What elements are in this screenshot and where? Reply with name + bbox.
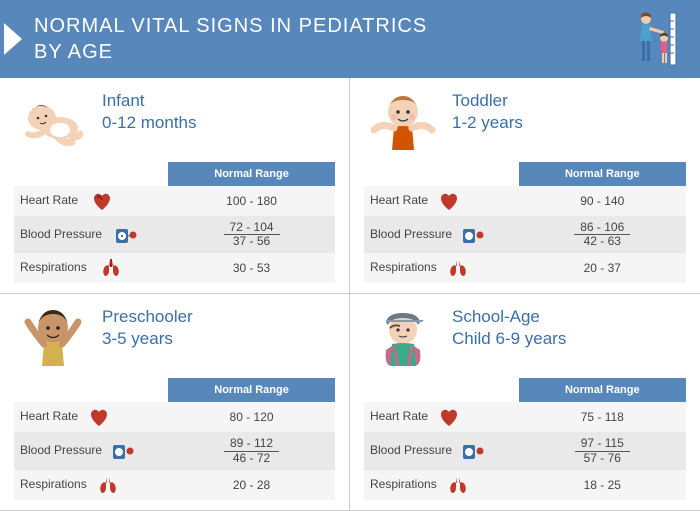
- range-header: Normal Range: [168, 162, 335, 186]
- title-l2: 3-5 years: [102, 329, 173, 348]
- panel-title: School-Age Child 6-9 years: [452, 306, 566, 350]
- hr-label: Heart Rate: [20, 193, 78, 207]
- vitals-table: Normal Range Heart Rate90 - 140 Blood Pr…: [364, 162, 686, 283]
- panel-title: Toddler 1-2 years: [452, 90, 523, 134]
- panel-title: Infant 0-12 months: [102, 90, 197, 134]
- heart-icon: [438, 407, 460, 427]
- infant-icon: [14, 90, 92, 154]
- table-row: Blood Pressure 72 - 10437 - 56: [14, 216, 335, 253]
- title-l2: Child 6-9 years: [452, 329, 566, 348]
- table-row: Respirations 30 - 53: [14, 253, 335, 283]
- heart-icon: [438, 191, 460, 211]
- panel-toddler: Toddler 1-2 years Normal Range Heart Rat…: [350, 78, 700, 294]
- title-line-1: NORMAL VITAL SIGNS IN PEDIATRICS: [34, 15, 427, 37]
- heart-icon: [88, 407, 110, 427]
- title-line-2: BY AGE: [34, 41, 113, 63]
- range-header: Normal Range: [519, 162, 686, 186]
- bp-monitor-icon: [115, 225, 137, 245]
- panel-preschooler: Preschooler 3-5 years Normal Range Heart…: [0, 294, 350, 510]
- infographic-container: NORMAL VITAL SIGNS IN PEDIATRICS BY AGE: [0, 0, 700, 507]
- table-row: Heart Rate90 - 140: [364, 186, 686, 216]
- bp-monitor-icon: [462, 441, 484, 461]
- header-bar: NORMAL VITAL SIGNS IN PEDIATRICS BY AGE: [0, 0, 700, 78]
- hr-value: 100 - 180: [168, 186, 335, 216]
- preschooler-icon: [14, 306, 92, 370]
- table-row: Blood Pressure89 - 11246 - 72: [14, 432, 335, 469]
- header-title: NORMAL VITAL SIGNS IN PEDIATRICS BY AGE: [34, 13, 427, 65]
- bp-label: Blood Pressure: [20, 227, 102, 241]
- table-row: Respirations18 - 25: [364, 470, 686, 500]
- lungs-icon: [97, 475, 119, 495]
- table-row: Respirations20 - 28: [14, 470, 335, 500]
- table-row: Respirations20 - 37: [364, 253, 686, 283]
- resp-label: Respirations: [20, 261, 87, 275]
- range-header: Normal Range: [168, 378, 335, 402]
- measuring-height-icon: [634, 11, 680, 67]
- resp-value: 30 - 53: [168, 253, 335, 283]
- title-l1: Infant: [102, 91, 145, 110]
- panel-head: Infant 0-12 months: [14, 90, 335, 154]
- chevron-right-icon: [4, 23, 22, 55]
- title-l1: Preschooler: [102, 307, 193, 326]
- vitals-table: Normal Range Heart Rate75 - 118 Blood Pr…: [364, 378, 686, 499]
- panel-head: Toddler 1-2 years: [364, 90, 686, 154]
- title-l1: Toddler: [452, 91, 508, 110]
- vitals-table: Normal Range Heart Rate 100 - 180 Blood …: [14, 162, 335, 283]
- panel-head: School-Age Child 6-9 years: [364, 306, 686, 370]
- bp-value: 72 - 10437 - 56: [224, 221, 280, 248]
- table-row: Heart Rate 100 - 180: [14, 186, 335, 216]
- title-l1: School-Age: [452, 307, 540, 326]
- title-l2: 1-2 years: [452, 113, 523, 132]
- table-row: Blood Pressure97 - 11557 - 76: [364, 432, 686, 469]
- lungs-icon: [447, 475, 469, 495]
- panel-infant: Infant 0-12 months Normal Range Heart Ra…: [0, 78, 350, 294]
- heart-icon: [91, 191, 113, 211]
- table-row: Heart Rate75 - 118: [364, 402, 686, 432]
- panel-title: Preschooler 3-5 years: [102, 306, 193, 350]
- bp-monitor-icon: [462, 225, 484, 245]
- lungs-icon: [100, 258, 122, 278]
- panel-school-age: School-Age Child 6-9 years Normal Range …: [350, 294, 700, 510]
- table-row: Blood Pressure86 - 10642 - 63: [364, 216, 686, 253]
- toddler-icon: [364, 90, 442, 154]
- title-l2: 0-12 months: [102, 113, 197, 132]
- bp-monitor-icon: [112, 441, 134, 461]
- range-header: Normal Range: [519, 378, 686, 402]
- school-age-icon: [364, 306, 442, 370]
- table-row: Heart Rate80 - 120: [14, 402, 335, 432]
- panel-head: Preschooler 3-5 years: [14, 306, 335, 370]
- panels-grid: Infant 0-12 months Normal Range Heart Ra…: [0, 78, 700, 507]
- lungs-icon: [447, 258, 469, 278]
- vitals-table: Normal Range Heart Rate80 - 120 Blood Pr…: [14, 378, 335, 499]
